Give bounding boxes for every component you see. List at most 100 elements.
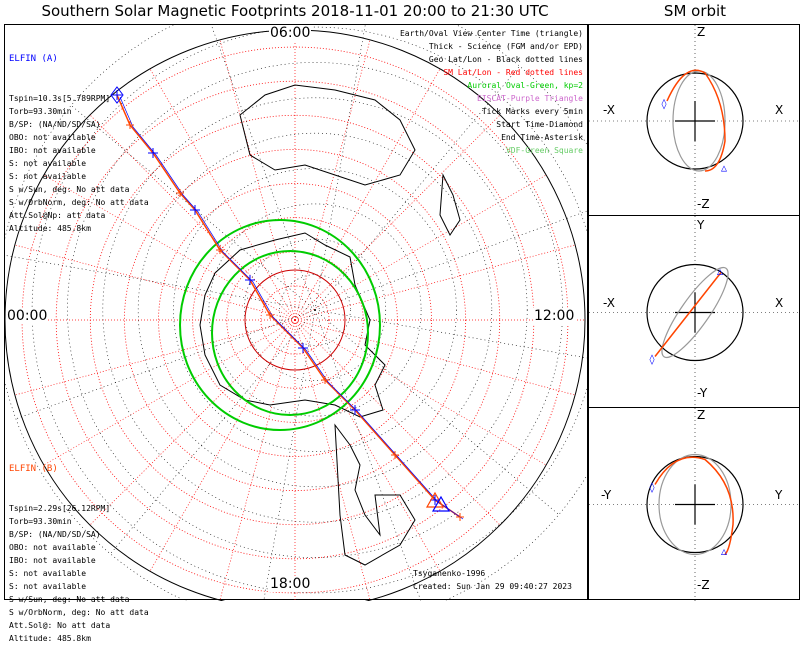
elfin-b-info-line: IBO: not available: [9, 556, 96, 565]
elfin-b-info-line: Tspin=2.29s[26.12RPM]: [9, 504, 111, 513]
legend-entry: Thick - Science (FGM and/or EPD): [428, 42, 583, 51]
sm-lon-line: [43, 174, 296, 321]
orbit-xy-right: X: [775, 296, 784, 310]
orbit-yz-left: -Y: [601, 488, 612, 502]
time-label-right: 12:00: [533, 308, 576, 324]
orbit-yz-svg: ◊△: [589, 408, 800, 601]
legend-entry: Tick Marks every 5min: [481, 107, 583, 116]
elfin-b-info-line: Att.Sol@: No att data: [9, 621, 111, 630]
elfin-b-tick: [176, 189, 184, 197]
elfin-a-info-line: Tspin=10.3s[5.789RPM]: [9, 94, 111, 103]
orbit-xz-left: -X: [603, 103, 615, 117]
sm-lon-line: [43, 319, 296, 466]
end-marker: △: [721, 547, 727, 558]
elfin-a-tick: [298, 343, 308, 353]
geo-lon-line: [314, 25, 366, 311]
elfin-a-tick: [112, 90, 122, 100]
time-label-bottom: 18:00: [269, 576, 312, 592]
sm-lon-line: [294, 39, 371, 321]
elfin-a-info-line: B/SP: (NA/ND/SD/SA): [9, 120, 101, 129]
time-label-left: 00:00: [6, 308, 49, 324]
elfin-b-info-line: B/SP: (NA/ND/SD/SA): [9, 530, 101, 539]
geo-lat-ring: [173, 168, 457, 452]
legend-entry: End Time-Asterisk: [501, 133, 583, 142]
orbit-xy-left: -X: [603, 296, 615, 310]
sm-lon-line: [294, 319, 441, 572]
sm-lon-line: [14, 244, 296, 321]
end-marker: △: [717, 267, 723, 278]
elfin-a-info-line: OBO: not available: [9, 133, 96, 142]
south-america-outline: [334, 423, 416, 566]
elfin-a-info-line: S: not available: [9, 159, 87, 168]
sm-lon-line: [294, 319, 547, 466]
sm-lon-line: [294, 319, 576, 396]
orbit-xz-top: Z: [697, 25, 706, 39]
sm-lat-ring: [260, 285, 330, 355]
sm-lon-line: [294, 174, 547, 321]
elfin-b-track: [116, 94, 461, 518]
orbit-panel-yz: ◊ △ Z -Z -Y Y: [588, 407, 800, 601]
australia-outline: [239, 84, 416, 186]
sm-pole-circle: [244, 269, 346, 371]
geo-lat-ring: [102, 97, 528, 523]
elfin-b-tick: [391, 451, 399, 459]
elfin-a-info-line: S w/OrbNorm, deg: No att data: [9, 198, 149, 207]
elfin-b-info-line: OBO: not available: [9, 543, 96, 552]
elfin-a-info-line: S: not available: [9, 172, 87, 181]
sm-lon-line: [89, 114, 296, 321]
legend-entry: Auroral Oval-Green, kp=2: [467, 81, 583, 90]
legend-entry: Start Time-Diamond: [496, 120, 583, 129]
elfin-a-info-line: Torb=93.30min: [9, 107, 72, 116]
elfin-a-info-line: IBO: not available: [9, 146, 96, 155]
elfin-b-info-line: S: not available: [9, 582, 87, 591]
orbit-yz-bottom: -Z: [697, 578, 710, 592]
orbit-yz-right: Y: [775, 488, 783, 502]
orbit-xy-bottom: -Y: [697, 386, 708, 400]
sm-lon-line: [294, 68, 441, 321]
orbit-panel-xy: ◊ △ Y -Y -X X: [588, 215, 800, 409]
orbit-ref-ellipse: [658, 453, 732, 556]
orbit-track: [654, 456, 734, 556]
elfin-b-name: ELFIN (B): [9, 464, 58, 474]
legend-entry: VDF-Green Square: [505, 146, 583, 155]
start-marker: ◊: [649, 482, 655, 494]
orbit-panel-xz: ◊ △ Z -Z -X X: [588, 24, 800, 217]
sm-lon-line: [89, 319, 296, 526]
elfin-a-info-line: S w/Sun, deg: No att data: [9, 185, 130, 194]
elfin-b-tick: [216, 246, 224, 254]
new-zealand-outline: [439, 173, 461, 236]
elfin-a-tick: [190, 205, 200, 215]
legend: Earth/Oval View Center Time (triangle) Th…: [400, 27, 583, 157]
orbit-ref-ellipse: [661, 266, 729, 359]
legend-entry: EISCAT-Purple Triangle: [477, 94, 583, 103]
sm-lon-line: [14, 319, 296, 396]
start-marker: ◊: [661, 98, 667, 110]
legend-entry: SM Lat/Lon - Red dotted lines: [443, 68, 583, 77]
geo-lat-ring: [208, 203, 422, 417]
elfin-a-track: [119, 96, 464, 520]
orbit-title: SM orbit: [663, 2, 727, 20]
legend-entry: Earth/Oval View Center Time (triangle): [399, 29, 583, 38]
sm-lon-line: [219, 39, 296, 321]
start-diamond: [110, 86, 124, 104]
elfin-a-tick: [350, 405, 360, 415]
elfin-b-info-line: S w/OrbNorm, deg: No att data: [9, 608, 149, 617]
elfin-b-info-line: Torb=93.30min: [9, 517, 72, 526]
orbit-xz-right: X: [775, 103, 784, 117]
sm-lon-line: [219, 319, 296, 601]
sm-lat-ring: [124, 149, 466, 491]
sm-lon-line: [294, 319, 371, 601]
geo-lat-ring: [137, 132, 493, 488]
polar-map-panel: 06:00 00:00 12:00 18:00 ELFIN (A) Tspin=…: [4, 24, 589, 643]
elfin-a-end-triangle: [431, 495, 451, 512]
elfin-a-tick: [148, 148, 158, 158]
elfin-a-name: ELFIN (A): [9, 54, 58, 64]
elfin-a-info: ELFIN (A) Tspin=10.3s[5.789RPM] Torb=93.3…: [9, 27, 149, 261]
geo-lon-line: [210, 25, 316, 311]
sm-lon-line: [149, 68, 296, 321]
antarctica-outline: [199, 232, 386, 418]
orbit-track: [654, 272, 722, 357]
elfin-b-tick: [126, 121, 134, 129]
sm-lon-line: [149, 319, 296, 572]
start-marker: ◊: [649, 354, 655, 366]
